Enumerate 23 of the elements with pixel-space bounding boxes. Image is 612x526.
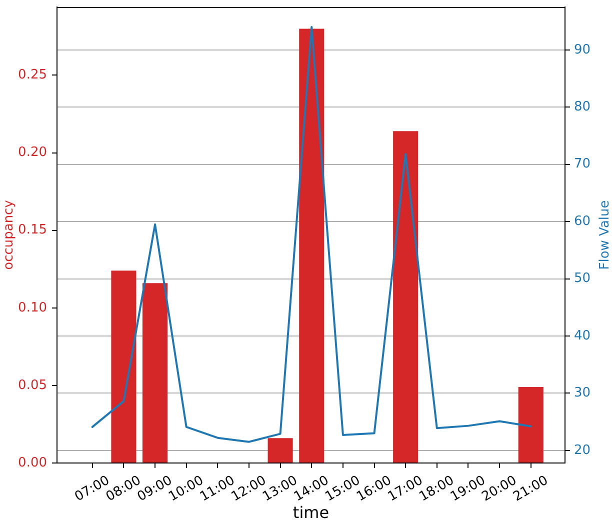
y-tick-label: 0.15: [18, 222, 47, 238]
bar: [111, 270, 136, 462]
y2-axis-title: Flow Value: [597, 200, 612, 270]
bar: [393, 131, 418, 462]
y-tick-label: 0.20: [18, 145, 47, 160]
y-tick-label: 0.00: [18, 455, 47, 470]
y-tick-label: 0.05: [18, 378, 47, 393]
y2-tick-label: 20: [574, 442, 591, 458]
y2-tick-label: 80: [574, 100, 591, 114]
y2-tick-label: 90: [574, 42, 591, 58]
bar: [299, 28, 324, 462]
bar: [268, 438, 293, 462]
y-tick-label: 0.25: [18, 68, 47, 83]
y2-tick-label: 70: [574, 156, 591, 172]
y-axis-title: occupancy: [1, 200, 16, 270]
y2-tick-label: 40: [574, 328, 591, 344]
bar: [518, 387, 544, 462]
y-tick-label: 0.10: [18, 300, 47, 316]
bar: [142, 283, 168, 462]
y2-tick-label: 50: [574, 271, 591, 286]
x-axis-title: time: [292, 503, 330, 522]
y2-tick-label: 30: [574, 386, 591, 401]
y2-tick-label: 60: [574, 214, 591, 229]
